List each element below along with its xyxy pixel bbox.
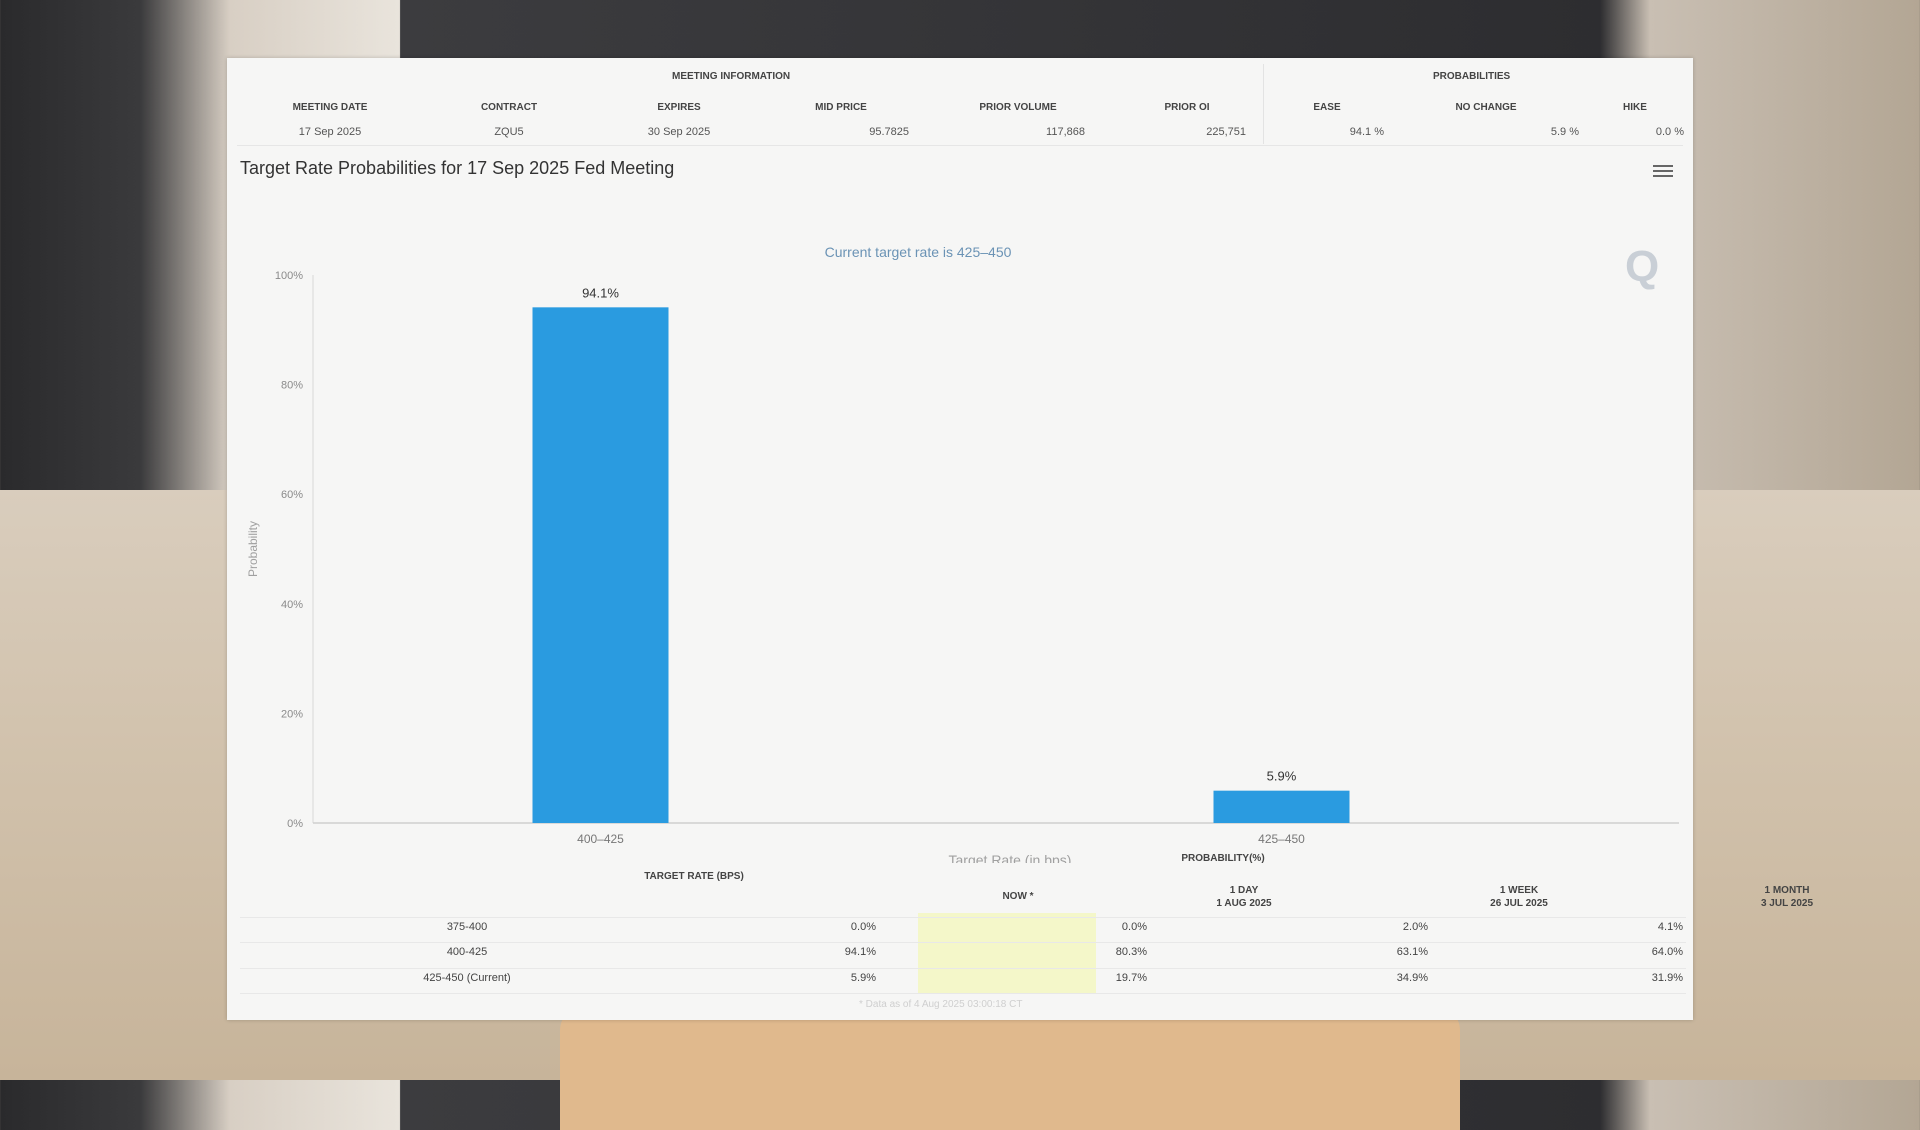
value-no-change: 5.9 % <box>1550 126 1579 138</box>
data-footnote: * Data as of 4 Aug 2025 03:00:18 CT <box>859 999 1023 1010</box>
cell-rate: 400-425 <box>446 946 488 958</box>
bar-data-label: 5.9% <box>1267 769 1297 784</box>
cell-1-day: 80.3% <box>1115 946 1147 958</box>
value-expires: 30 Sep 2025 <box>647 126 711 138</box>
cell-1-day: 0.0% <box>1121 921 1147 933</box>
value-mid-price: 95.7825 <box>869 126 909 138</box>
y-tick-label: 100% <box>275 270 303 282</box>
divider <box>237 145 1683 146</box>
header-expires: EXPIRES <box>657 102 701 113</box>
x-tick-label: 400–425 <box>577 832 624 846</box>
x-tick-label: 425–450 <box>1258 832 1305 846</box>
value-prior-volume: 117,868 <box>1046 126 1085 138</box>
value-prior-oi: 225,751 <box>1206 126 1246 138</box>
divider <box>240 942 1686 943</box>
fedwatch-panel: MEETING INFORMATION PROBABILITIES MEETIN… <box>227 58 1813 1020</box>
header-1-day: 1 DAY 1 AUG 2025 <box>1216 885 1272 909</box>
cell-1-month: 64.0% <box>1651 946 1683 958</box>
bar-chart: Current target rate is 425–450 0% 20% 40% 60… <box>246 244 1679 863</box>
x-axis-label: Target Rate (in bps) <box>949 852 1072 863</box>
header-target-rate: TARGET RATE (BPS) <box>644 871 744 882</box>
header-prior-oi: PRIOR OI <box>1164 102 1210 113</box>
y-tick-label: 40% <box>281 599 303 611</box>
value-meeting-date: 17 Sep 2025 <box>298 126 362 138</box>
header-contract: CONTRACT <box>480 102 538 113</box>
cell-1-week: 63.1% <box>1396 946 1428 958</box>
chart-subtitle: Current target rate is 425–450 <box>825 244 1012 260</box>
cell-1-week: 34.9% <box>1396 972 1428 984</box>
chart-title: Target Rate Probabilities for 17 Sep 202… <box>240 158 675 178</box>
cell-now: 0.0% <box>850 921 876 933</box>
header-now: NOW * <box>1002 891 1034 902</box>
header-meeting-date: MEETING DATE <box>292 102 368 113</box>
divider <box>240 968 1686 969</box>
meeting-info-table: MEETING INFORMATION PROBABILITIES MEETIN… <box>227 58 1693 148</box>
y-tick-label: 60% <box>281 489 303 501</box>
cell-now: 94.1% <box>844 946 876 958</box>
cell-1-day: 19.7% <box>1115 972 1147 984</box>
y-tick-label: 0% <box>287 818 303 830</box>
header-probability-group: PROBABILITY(%) <box>1181 853 1265 864</box>
value-ease: 94.1 % <box>1349 126 1384 138</box>
meeting-info-title: MEETING INFORMATION <box>672 71 791 82</box>
y-axis-label: Probability <box>246 521 260 577</box>
header-no-change: NO CHANGE <box>1455 102 1517 113</box>
watermark-logo-icon: Q <box>1625 242 1660 291</box>
divider <box>240 917 1686 918</box>
header-1-week: 1 WEEK 26 JUL 2025 <box>1490 885 1548 909</box>
header-mid-price: MID PRICE <box>815 102 867 113</box>
header-1-month: 1 MONTH 3 JUL 2025 <box>1760 885 1814 909</box>
cell-rate: 375-400 <box>446 921 488 933</box>
divider <box>240 993 1686 994</box>
header-ease: EASE <box>1313 102 1341 113</box>
cell-1-month: 31.9% <box>1651 972 1683 984</box>
hamburger-menu-icon[interactable] <box>1653 162 1673 178</box>
y-tick-label: 80% <box>281 380 303 392</box>
bar <box>1213 790 1350 823</box>
probabilities-title: PROBABILITIES <box>1433 71 1511 82</box>
now-column-highlight <box>918 913 1096 993</box>
value-contract: ZQU5 <box>494 126 524 138</box>
cell-rate: 425-450 (Current) <box>423 972 511 984</box>
value-hike: 0.0 % <box>1655 126 1684 138</box>
header-prior-volume: PRIOR VOLUME <box>979 102 1057 113</box>
bar-data-label: 94.1% <box>582 285 619 300</box>
header-hike: HIKE <box>1623 102 1647 113</box>
cell-now: 5.9% <box>850 972 876 984</box>
cell-1-month: 4.1% <box>1657 921 1683 933</box>
divider <box>1263 64 1264 144</box>
bar <box>532 307 669 823</box>
cell-1-week: 2.0% <box>1402 921 1428 933</box>
y-tick-label: 20% <box>281 708 303 720</box>
